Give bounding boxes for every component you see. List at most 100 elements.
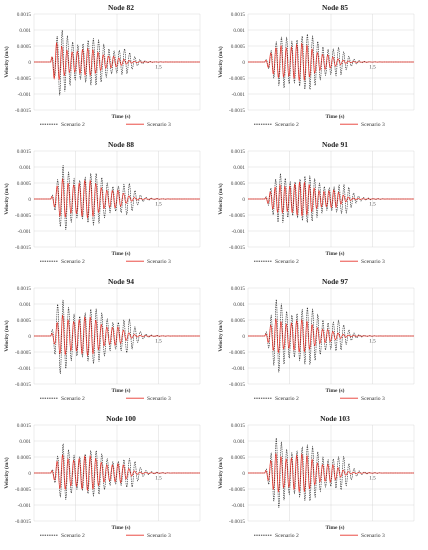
x-axis-label: Time (s): [326, 250, 345, 257]
x-tick-label: 1.5: [369, 339, 376, 345]
x-tick-label: 1.5: [369, 476, 376, 482]
legend-label: Scenario 2: [275, 259, 299, 265]
y-tick-label: 0.001: [233, 439, 245, 445]
series-line-scenario-3: [248, 181, 414, 217]
chart-title: Node 103: [320, 414, 350, 423]
y-tick-label: -0.0015: [229, 108, 245, 114]
chart-svg: Node 91 0.0015 0.001 0.0005 0 -0.0005 -0.001 -0…: [217, 140, 415, 265]
chart-title: Node 82: [108, 3, 134, 12]
y-tick-label: 0.0015: [17, 149, 32, 155]
legend-label: Scenario 2: [61, 122, 85, 128]
y-tick-label: 0.001: [233, 302, 245, 308]
y-tick-label: -0.001: [18, 366, 32, 372]
y-tick-label: -0.0005: [229, 487, 245, 493]
y-tick-label: -0.0005: [15, 76, 31, 82]
y-tick-label: 0.001: [19, 439, 31, 445]
chart-panel: Node 88 0.0015 0.001 0.0005 0 -0.0005 -0.001 -0…: [0, 139, 214, 276]
chart-title: Node 100: [106, 414, 136, 423]
x-tick-label: 1.5: [155, 202, 162, 208]
legend-label: Scenario 3: [361, 396, 385, 402]
y-tick-label: -0.0005: [15, 487, 31, 493]
y-axis-label: Velocity (m/s): [217, 457, 224, 489]
x-tick-label: 1.5: [369, 65, 376, 71]
y-tick-label: -0.0015: [229, 519, 245, 525]
chart-panel: Node 100 0.0015 0.001 0.0005 0 -0.0005 -0.001 -…: [0, 413, 214, 550]
chart-panel: Node 103 0.0015 0.001 0.0005 0 -0.0005 -0.001 -…: [214, 413, 428, 550]
chart-panel: Node 94 0.0015 0.001 0.0005 0 -0.0005 -0.001 -0…: [0, 276, 214, 413]
x-axis-label: Time (s): [326, 524, 345, 531]
series-line-scenario-3: [248, 453, 414, 493]
legend-label: Scenario 2: [275, 122, 299, 128]
chart-svg: Node 97 0.0015 0.001 0.0005 0 -0.0005 -0.001 -0…: [217, 277, 415, 402]
y-tick-label: -0.0005: [15, 350, 31, 356]
y-tick-label: -0.0005: [229, 213, 245, 219]
chart-title: Node 91: [322, 140, 348, 149]
y-tick-label: 0: [28, 471, 31, 477]
y-tick-label: 0: [242, 60, 245, 66]
x-tick-label: 1.5: [369, 202, 376, 208]
x-axis-label: Time (s): [112, 524, 131, 531]
y-tick-label: 0.0015: [231, 149, 246, 155]
y-tick-label: -0.001: [18, 503, 32, 509]
y-tick-label: 0.0015: [231, 286, 246, 292]
chart-title: Node 85: [322, 3, 348, 12]
x-axis-label: Time (s): [112, 250, 131, 257]
y-tick-label: 0.0005: [17, 44, 32, 50]
y-tick-label: -0.0005: [229, 350, 245, 356]
chart-title: Node 97: [322, 277, 348, 286]
chart-panel: Node 97 0.0015 0.001 0.0005 0 -0.0005 -0.001 -0…: [214, 276, 428, 413]
y-tick-label: -0.001: [232, 229, 246, 235]
y-tick-label: 0.001: [19, 302, 31, 308]
y-tick-label: 0: [28, 60, 31, 66]
y-axis-label: Velocity (m/s): [217, 46, 224, 78]
y-tick-label: 0: [28, 334, 31, 340]
x-tick-label: 1.5: [155, 65, 162, 71]
x-axis-label: Time (s): [112, 387, 131, 394]
legend-label: Scenario 2: [61, 396, 85, 402]
y-tick-label: 0.0015: [17, 286, 32, 292]
chart-svg: Node 94 0.0015 0.001 0.0005 0 -0.0005 -0.001 -0…: [3, 277, 201, 402]
chart-svg: Node 100 0.0015 0.001 0.0005 0 -0.0005 -0.001 -…: [3, 414, 201, 539]
y-tick-label: 0.0005: [231, 318, 246, 324]
y-axis-label: Velocity (m/s): [217, 183, 224, 215]
y-tick-label: 0.0005: [17, 455, 32, 461]
chart-title: Node 88: [108, 140, 134, 149]
chart-svg: Node 85 0.0015 0.001 0.0005 0 -0.0005 -0.001 -0…: [217, 3, 415, 128]
y-tick-label: -0.001: [232, 366, 246, 372]
y-tick-label: -0.0015: [229, 245, 245, 251]
series-line-scenario-2: [248, 173, 415, 224]
series-line-scenario-3: [34, 178, 200, 219]
y-tick-label: -0.0005: [15, 213, 31, 219]
y-axis-label: Velocity (m/s): [3, 46, 10, 78]
y-tick-label: 0: [28, 197, 31, 203]
legend-label: Scenario 3: [147, 122, 171, 128]
y-tick-label: 0.0005: [231, 44, 246, 50]
legend-label: Scenario 2: [61, 533, 85, 539]
y-tick-label: -0.0015: [15, 245, 31, 251]
legend-label: Scenario 3: [361, 533, 385, 539]
y-tick-label: -0.0005: [229, 76, 245, 82]
x-axis-label: Time (s): [326, 387, 345, 394]
legend-label: Scenario 3: [361, 122, 385, 128]
chart-svg: Node 82 0.0015 0.001 0.0005 0 -0.0005 -0.001 -0…: [3, 3, 201, 128]
x-axis-label: Time (s): [326, 113, 345, 120]
y-tick-label: 0.001: [19, 28, 31, 34]
y-tick-label: 0.0005: [17, 181, 32, 187]
y-tick-label: -0.0015: [229, 382, 245, 388]
chart-svg: Node 103 0.0015 0.001 0.0005 0 -0.0005 -0.001 -…: [217, 414, 415, 539]
y-tick-label: 0.0005: [231, 181, 246, 187]
legend-label: Scenario 2: [275, 396, 299, 402]
series-line-scenario-3: [248, 42, 414, 82]
y-tick-label: -0.0015: [15, 108, 31, 114]
y-tick-label: -0.001: [232, 503, 246, 509]
y-tick-label: -0.001: [18, 229, 32, 235]
y-tick-label: 0.001: [233, 28, 245, 34]
y-tick-label: 0.001: [19, 165, 31, 171]
legend-label: Scenario 2: [275, 533, 299, 539]
y-tick-label: 0.0005: [231, 455, 246, 461]
x-tick-label: 1.5: [155, 339, 162, 345]
y-tick-label: 0.0015: [231, 423, 246, 429]
legend-label: Scenario 2: [61, 259, 85, 265]
y-tick-label: 0: [242, 334, 245, 340]
